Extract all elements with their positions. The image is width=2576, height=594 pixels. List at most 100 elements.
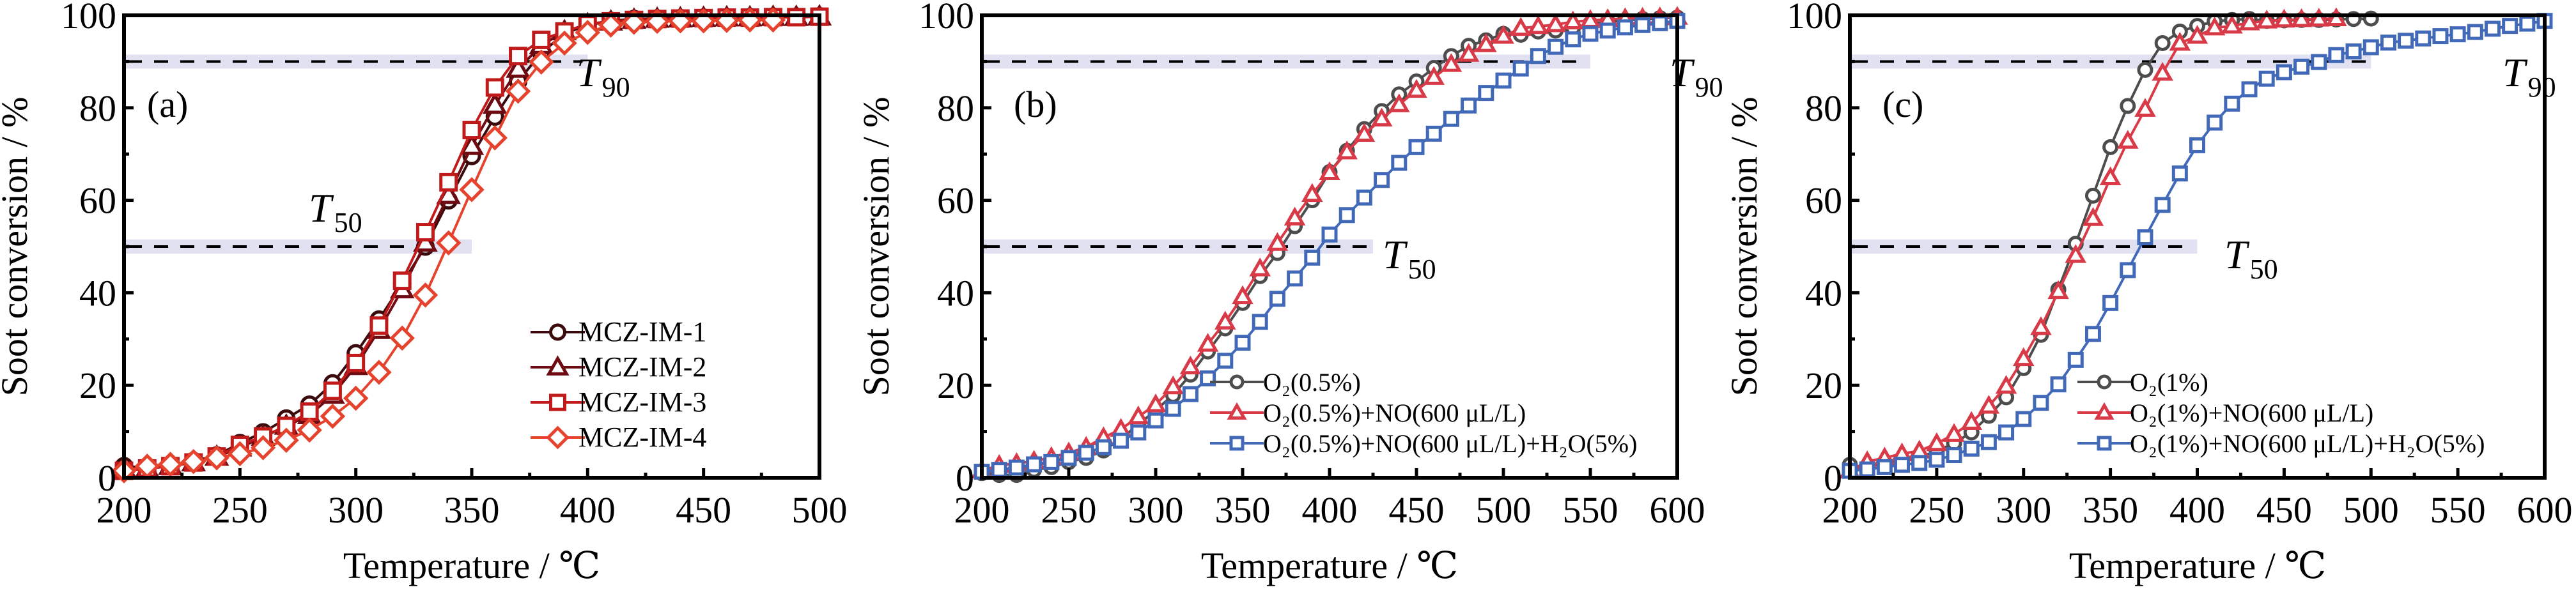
data-point bbox=[2102, 294, 2119, 311]
legend-item: MCZ-IM-1 bbox=[531, 316, 706, 347]
data-point bbox=[2189, 137, 2205, 153]
data-point bbox=[1388, 93, 1410, 112]
data-point bbox=[459, 133, 485, 155]
legend-marker bbox=[549, 323, 566, 341]
data-point bbox=[1356, 189, 1372, 206]
data-point bbox=[506, 56, 531, 78]
data-point bbox=[250, 435, 276, 461]
data-point bbox=[1130, 424, 1147, 441]
legend-label: O₂(0.5%)+NO(600 μL/L)+H₂O(5%) bbox=[1263, 429, 1637, 458]
data-point bbox=[1370, 107, 1393, 127]
data-point bbox=[2432, 28, 2449, 45]
series-mcz-im-4 bbox=[111, 7, 786, 484]
x-tick-label: 350 bbox=[444, 489, 500, 531]
data-point bbox=[204, 445, 229, 471]
data-point bbox=[1234, 335, 1251, 351]
legend-item: O₂(0.5%)+NO(600 μL/L)+H₂O(5%) bbox=[1210, 429, 1637, 458]
data-point bbox=[1321, 226, 1338, 243]
data-point bbox=[1078, 445, 1094, 461]
chart-panel-b: T50 T90 200 250 300 350 400 450 500 550 600 0 20 40 60… bbox=[855, 0, 1723, 586]
data-point bbox=[227, 441, 253, 467]
data-point bbox=[2154, 34, 2171, 51]
data-point bbox=[1617, 19, 1633, 36]
data-point bbox=[415, 223, 435, 242]
data-point bbox=[1214, 310, 1236, 330]
legend-marker bbox=[2097, 436, 2112, 451]
data-point bbox=[274, 427, 299, 453]
data-point bbox=[297, 417, 322, 443]
data-point bbox=[1147, 412, 1164, 429]
data-point bbox=[369, 316, 389, 335]
data-point bbox=[2311, 54, 2327, 70]
data-point bbox=[1599, 22, 1616, 39]
data-point bbox=[598, 12, 624, 38]
legend-marker bbox=[2097, 374, 2112, 390]
series-o-1-no-600-l-l-h-o-5- bbox=[1842, 13, 2553, 479]
legend-marker bbox=[549, 393, 566, 411]
y-tick-label: 100 bbox=[1787, 0, 1842, 36]
data-point bbox=[459, 177, 485, 202]
data-point bbox=[1512, 60, 1529, 77]
data-point bbox=[2224, 95, 2240, 112]
data-point bbox=[529, 49, 554, 75]
chart-panel-c: T50 T90 200 250 300 350 400 450 500 550 600 0 20 40 60… bbox=[1723, 0, 2573, 586]
x-tick-label: 450 bbox=[1389, 489, 1445, 531]
data-point bbox=[1304, 249, 1321, 266]
legend-item: O₂(0.5%) bbox=[1210, 368, 1361, 397]
x-axis-title: Temperature / ℃ bbox=[343, 545, 600, 586]
data-point bbox=[1495, 72, 1512, 89]
legend-label: O₂(1%)+NO(600 μL/L)+H₂O(5%) bbox=[2130, 429, 2485, 458]
y-tick-label: 0 bbox=[98, 457, 116, 499]
data-point bbox=[1894, 457, 1911, 473]
data-point bbox=[2120, 262, 2136, 278]
x-tick-label: 600 bbox=[1650, 489, 1705, 531]
data-point bbox=[2030, 316, 2052, 335]
y-tick-label: 20 bbox=[1805, 365, 1842, 406]
data-point bbox=[2328, 47, 2345, 63]
data-point bbox=[1876, 459, 1893, 475]
data-point bbox=[1179, 355, 1202, 375]
data-point bbox=[2067, 351, 2084, 368]
x-tick-label: 550 bbox=[1563, 489, 1618, 531]
x-tick-label: 450 bbox=[2256, 489, 2312, 531]
data-point bbox=[1374, 172, 1390, 188]
data-point bbox=[2186, 25, 2208, 44]
data-point bbox=[2238, 11, 2260, 31]
data-point bbox=[1475, 33, 1497, 52]
data-point bbox=[509, 47, 528, 66]
legend: O₂(0.5%)O₂(0.5%)+NO(600 μL/L)O₂(0.5%)+NO… bbox=[1210, 368, 1637, 458]
data-point bbox=[157, 452, 183, 477]
data-point bbox=[1960, 411, 1983, 430]
legend-label: O₂(0.5%)+NO(600 μL/L) bbox=[1263, 399, 1526, 427]
data-point bbox=[1995, 375, 2017, 394]
data-point bbox=[1457, 43, 1480, 62]
legend-item: MCZ-IM-3 bbox=[531, 386, 706, 418]
data-point bbox=[2065, 244, 2087, 263]
data-point bbox=[1269, 291, 1285, 307]
x-tick-label: 250 bbox=[1909, 489, 1964, 531]
data-point bbox=[392, 271, 412, 291]
reference-label-t50: T50 bbox=[1383, 232, 1436, 285]
data-point bbox=[1391, 155, 1408, 171]
legend-marker bbox=[2094, 402, 2114, 420]
data-point bbox=[2084, 326, 2101, 342]
data-point bbox=[1338, 207, 1355, 224]
legend-marker bbox=[1227, 402, 1247, 420]
data-point bbox=[1946, 447, 1962, 464]
data-point bbox=[389, 325, 415, 351]
data-point bbox=[1232, 285, 1253, 305]
data-point bbox=[2363, 39, 2379, 56]
data-point bbox=[300, 402, 319, 421]
data-point bbox=[2047, 280, 2069, 300]
data-point bbox=[2102, 139, 2119, 155]
x-tick-label: 400 bbox=[560, 489, 616, 531]
data-point bbox=[1565, 31, 1581, 48]
data-point bbox=[1301, 183, 1323, 202]
x-tick-label: 300 bbox=[1128, 489, 1184, 531]
data-point bbox=[2221, 15, 2243, 34]
data-point bbox=[2467, 24, 2483, 40]
x-tick-label: 400 bbox=[1302, 489, 1358, 531]
data-point bbox=[1440, 53, 1463, 72]
data-point bbox=[991, 462, 1007, 478]
